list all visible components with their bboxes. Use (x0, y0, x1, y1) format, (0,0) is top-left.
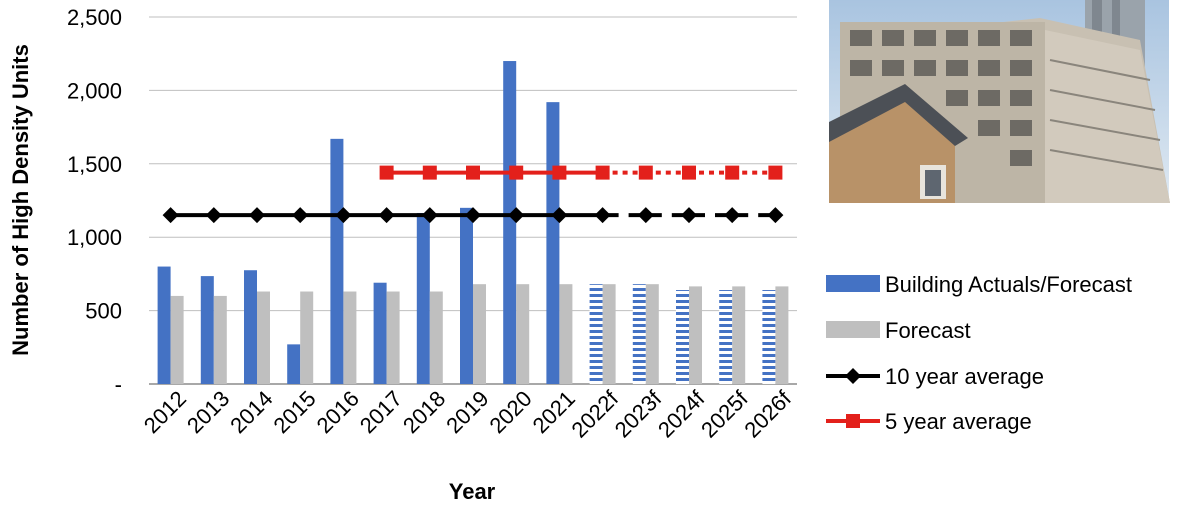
bar-building-actuals (589, 284, 603, 384)
diamond-marker-icon (292, 207, 309, 224)
diamond-marker-icon (767, 207, 784, 224)
x-tick-label: 2014 (225, 386, 277, 438)
x-tick-label: 2025f (696, 385, 753, 442)
x-tick-label: 2018 (398, 386, 450, 438)
x-tick-label: 2016 (312, 386, 364, 438)
legend-label: Forecast (885, 318, 971, 343)
square-marker-icon (379, 165, 394, 180)
bar-forecast (559, 284, 573, 384)
bar-building-actuals (157, 266, 171, 384)
bar-forecast (775, 286, 789, 384)
legend-label: Building Actuals/Forecast (885, 272, 1132, 297)
diamond-marker-icon (378, 207, 395, 224)
bar-building-actuals (287, 344, 301, 384)
x-tick-label: 2024f (653, 385, 710, 442)
diamond-marker-icon (205, 207, 222, 224)
bar-building-actuals (719, 290, 733, 384)
bar-building-actuals (244, 270, 257, 384)
diamond-marker-icon (724, 207, 741, 224)
legend-swatch-gray (826, 321, 880, 338)
bar-building-actuals (460, 207, 473, 384)
construction-photo (829, 0, 1170, 203)
x-tick-label: 2015 (268, 386, 320, 438)
square-marker-icon (846, 414, 860, 428)
square-marker-icon (466, 165, 480, 180)
x-tick-label: 2023f (610, 385, 667, 442)
square-marker-icon (768, 165, 783, 180)
square-marker-icon (595, 165, 610, 180)
diamond-marker-icon (508, 207, 525, 224)
bar-forecast (645, 284, 659, 384)
diamond-marker-icon (335, 207, 352, 224)
legend-item-forecast: Forecast (826, 318, 971, 343)
legend-item-10-year-average: 10 year average (826, 364, 1044, 389)
bar-forecast (343, 291, 357, 384)
bar-building-actuals (676, 290, 689, 384)
x-tick-label: 2022f (567, 385, 624, 442)
x-tick-label: 2019 (441, 386, 493, 438)
bar-building-actuals (373, 282, 387, 384)
x-tick-label: 2013 (182, 386, 234, 438)
diamond-marker-icon (845, 368, 861, 384)
diamond-marker-icon (681, 207, 697, 224)
bar-forecast (300, 291, 314, 384)
diamond-marker-icon (465, 207, 481, 224)
square-marker-icon (638, 165, 653, 180)
bar-forecast (213, 295, 227, 384)
y-tick-labels: - 500 1,000 1,500 2,000 2,500 (67, 5, 122, 397)
legend-swatch-blue (826, 275, 880, 292)
square-marker-icon (725, 165, 740, 180)
bar-building-actuals (416, 212, 430, 384)
legend-item-building-actuals: Building Actuals/Forecast (826, 272, 1132, 297)
y-tick-label: 1,000 (67, 225, 122, 250)
diamond-marker-icon (249, 207, 265, 224)
diamond-marker-icon (551, 207, 568, 224)
bar-forecast (473, 284, 486, 384)
bar-forecast (602, 284, 616, 384)
bar-forecast (732, 286, 746, 384)
x-tick-labels: 2012201320142015201620172018201920202021… (139, 385, 797, 442)
bar-forecast (170, 295, 184, 384)
legend-item-5-year-average: 5 year average (826, 409, 1032, 434)
diamond-marker-icon (637, 207, 654, 224)
bar-building-actuals (330, 138, 344, 384)
y-axis-title: Number of High Density Units (8, 44, 33, 356)
x-axis-title: Year (449, 479, 496, 504)
diamond-marker-icon (594, 207, 611, 224)
x-tick-label: 2026f (739, 385, 796, 442)
y-tick-label: 500 (85, 299, 122, 324)
bar-building-actuals (200, 276, 214, 384)
square-marker-icon (682, 165, 696, 180)
square-marker-icon (552, 165, 567, 180)
bars (157, 61, 789, 385)
diamond-marker-icon (421, 207, 438, 224)
x-tick-label: 2020 (484, 386, 536, 438)
bar-forecast (689, 286, 702, 384)
bar-building-actuals (762, 290, 776, 384)
bar-building-actuals (546, 102, 560, 385)
bar-forecast (386, 291, 400, 384)
series-lines (162, 165, 784, 224)
bar-building-actuals (503, 61, 517, 384)
x-tick-label: 2012 (139, 386, 191, 438)
bar-forecast (257, 291, 270, 384)
x-tick-label: 2017 (355, 386, 407, 438)
legend-label: 10 year average (885, 364, 1044, 389)
diamond-marker-icon (162, 207, 179, 224)
square-marker-icon (509, 165, 524, 180)
bar-forecast (516, 284, 530, 384)
bar-forecast (429, 291, 443, 384)
y-tick-label: 2,000 (67, 78, 122, 103)
y-tick-label: 2,500 (67, 5, 122, 30)
y-tick-label: 1,500 (67, 152, 122, 177)
legend: Building Actuals/Forecast Forecast 10 ye… (826, 272, 1132, 434)
y-tick-label: - (115, 372, 122, 397)
square-marker-icon (422, 165, 437, 180)
bar-building-actuals (632, 284, 646, 384)
legend-label: 5 year average (885, 409, 1032, 434)
